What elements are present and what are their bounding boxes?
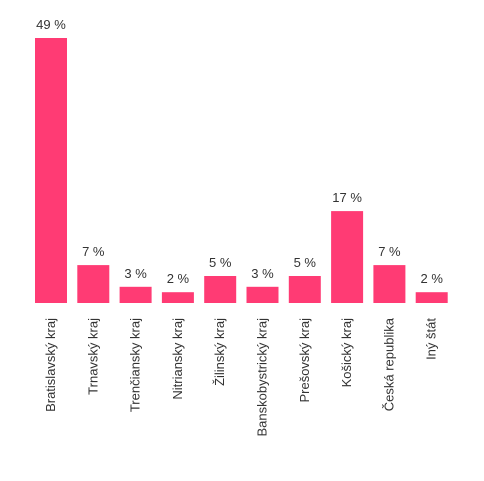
category-label-3: Nitriansky kraj	[170, 318, 185, 400]
value-label-6: 5 %	[294, 255, 317, 270]
category-label-1: Trnavský kraj	[85, 318, 100, 395]
bar-7	[331, 211, 364, 303]
category-label-6: Prešovský kraj	[297, 318, 312, 403]
bar-8	[373, 265, 406, 303]
value-label-7: 17 %	[332, 190, 362, 205]
category-label-9: Iný štát	[424, 318, 439, 360]
value-label-4: 5 %	[209, 255, 232, 270]
bar-3	[161, 292, 194, 303]
value-label-3: 2 %	[167, 271, 190, 286]
bar-5	[246, 286, 279, 303]
bars-group	[35, 38, 448, 303]
category-label-0: Bratislavský kraj	[43, 318, 58, 412]
value-label-2: 3 %	[124, 266, 147, 281]
category-label-7: Košický kraj	[339, 318, 354, 387]
value-label-9: 2 %	[420, 271, 443, 286]
bar-1	[77, 265, 110, 303]
category-label-2: Trenčiansky kraj	[128, 318, 143, 412]
category-label-8: Česká republika	[381, 317, 396, 411]
bar-6	[288, 276, 321, 303]
bar-4	[204, 276, 237, 303]
value-labels-group: 49 % 7 % 3 % 2 % 5 % 3 % 5 % 17 % 7 % 2 %	[36, 17, 443, 286]
category-label-4: Žilinský kraj	[212, 318, 227, 386]
bar-2	[119, 286, 152, 303]
value-label-8: 7 %	[378, 244, 401, 259]
value-label-1: 7 %	[82, 244, 105, 259]
category-labels-group: Bratislavský kraj Trnavský kraj Trenčiansk…	[43, 317, 439, 436]
value-label-5: 3 %	[251, 266, 274, 281]
category-label-5: Banskobystrický kraj	[255, 318, 270, 437]
bar-9	[415, 292, 448, 303]
value-label-0: 49 %	[36, 17, 66, 32]
bar-0	[35, 38, 67, 303]
